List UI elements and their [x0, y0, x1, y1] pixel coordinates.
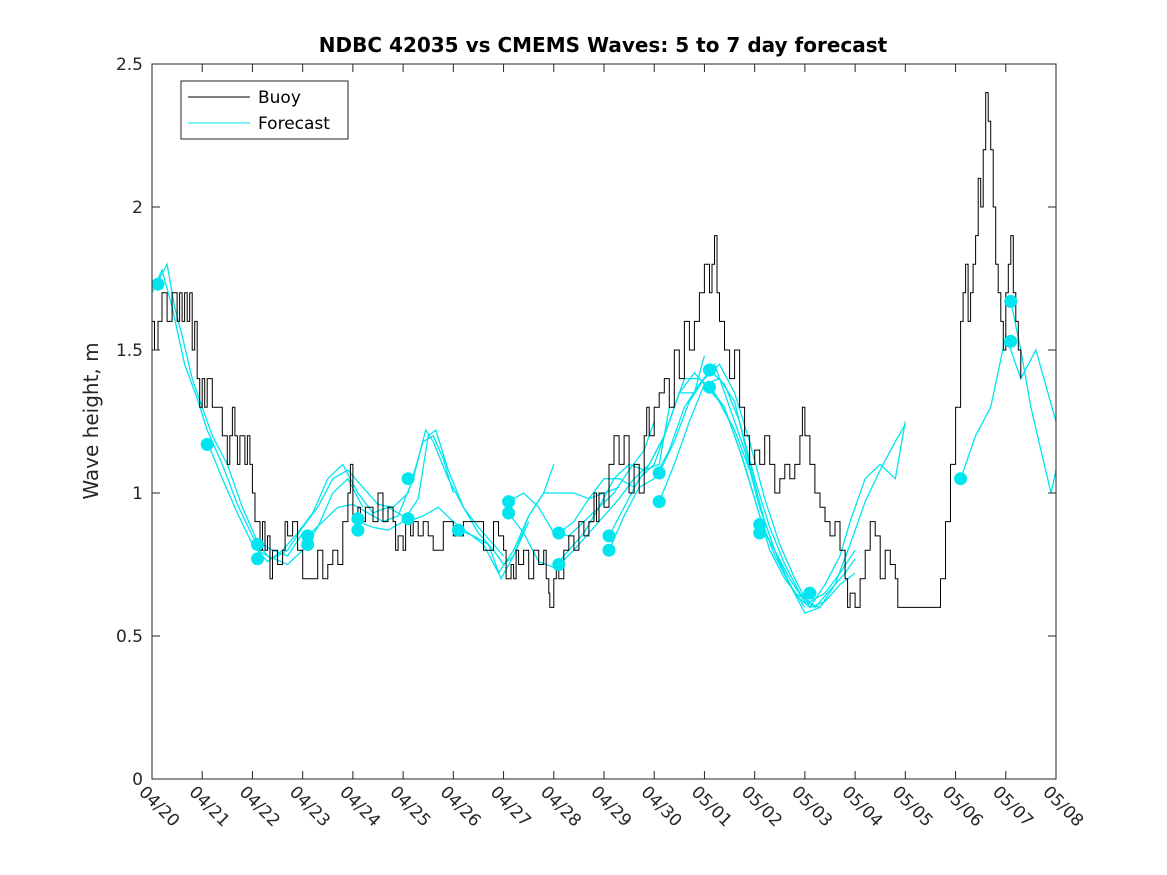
x-tick-label: 04/26 — [436, 782, 485, 831]
forecast-line — [759, 424, 906, 609]
forecast-start-marker — [1004, 334, 1018, 348]
forecast-start-marker — [552, 558, 566, 571]
forecast-start-marker — [954, 472, 968, 486]
y-axis: 0 0.5 1 1.5 2 2.5 — [116, 55, 1056, 790]
x-tick-label: 04/20 — [134, 782, 183, 831]
x-tick-label: 04/30 — [637, 782, 686, 831]
forecast-start-marker — [703, 380, 716, 394]
forecast-start-marker — [351, 523, 365, 537]
forecast-start-marker — [703, 363, 716, 377]
forecast-start-marker — [301, 538, 315, 551]
forecast-start-marker — [652, 466, 666, 480]
forecast-start-marker — [401, 472, 415, 486]
legend-box — [180, 80, 349, 140]
legend-buoy-label: Buoy — [258, 88, 301, 108]
x-tick-label: 04/22 — [235, 782, 284, 831]
y-tick-label: 0.5 — [116, 627, 143, 647]
y-tick-label: 1 — [132, 484, 143, 504]
x-axis: 04/20 04/21 04/22 04/23 04/24 04/25 04/26 04/27… — [134, 64, 1087, 831]
x-tick-label: 05/02 — [737, 782, 786, 831]
plot-area — [151, 92, 1057, 614]
x-tick-label: 04/23 — [285, 782, 334, 831]
forecast-line — [357, 429, 530, 566]
forecast-line — [658, 377, 856, 603]
y-tick-label: 1.5 — [116, 341, 143, 361]
forecast-line — [407, 464, 555, 575]
forecast-start-marker — [200, 437, 214, 451]
forecast-start-marker — [351, 512, 365, 526]
x-tick-label: 05/05 — [888, 782, 937, 831]
x-tick-label: 04/24 — [335, 782, 384, 831]
x-tick-label: 04/27 — [486, 782, 535, 831]
forecast-start-marker — [602, 543, 616, 557]
forecast-start-marker — [602, 529, 616, 543]
x-tick-label: 04/21 — [185, 782, 234, 831]
forecast-line — [151, 267, 364, 566]
forecast-start-marker — [251, 552, 264, 566]
buoy-line — [152, 92, 1022, 608]
y-tick-label: 2.5 — [116, 55, 143, 75]
x-tick-label: 05/06 — [938, 782, 987, 831]
chart-title: NDBC 42035 vs CMEMS Waves: 5 to 7 day fo… — [319, 33, 888, 57]
y-tick-label: 0 — [132, 770, 143, 790]
forecast-start-marker — [1004, 294, 1018, 308]
forecast-start-marker — [652, 495, 666, 509]
plot-frame — [151, 63, 1057, 780]
forecast-start-marker — [502, 506, 516, 520]
x-tick-label: 05/01 — [687, 782, 736, 831]
forecast-start-marker — [251, 538, 264, 551]
forecast-start-marker — [451, 523, 465, 537]
forecast-start-marker — [803, 586, 817, 600]
x-tick-label: 05/03 — [787, 782, 836, 831]
forecast-start-marker — [502, 495, 516, 509]
forecast-line — [1010, 301, 1057, 494]
forecast-line — [708, 386, 906, 609]
y-tick-label: 2 — [132, 198, 143, 218]
y-axis-label: Wave height, m — [79, 342, 103, 499]
x-tick-label: 04/25 — [386, 782, 435, 831]
forecast-start-marker — [753, 526, 767, 540]
x-tick-label: 05/07 — [988, 782, 1037, 831]
x-tick-label: 04/28 — [536, 782, 585, 831]
x-tick-label: 05/04 — [838, 782, 887, 831]
forecast-line — [151, 262, 304, 557]
forecast-line — [959, 333, 1057, 479]
x-tick-label: 05/08 — [1038, 782, 1087, 831]
forecast-start-marker — [401, 512, 415, 526]
legend: Buoy Forecast — [180, 80, 349, 140]
forecast-start-marker — [151, 277, 165, 291]
forecast-line — [458, 486, 620, 581]
forecast-line — [709, 369, 856, 609]
legend-forecast-label: Forecast — [258, 114, 330, 134]
forecast-line — [508, 421, 655, 569]
forecast-line — [257, 434, 454, 560]
forecast-start-marker — [552, 526, 566, 540]
x-tick-label: 04/29 — [586, 782, 635, 831]
